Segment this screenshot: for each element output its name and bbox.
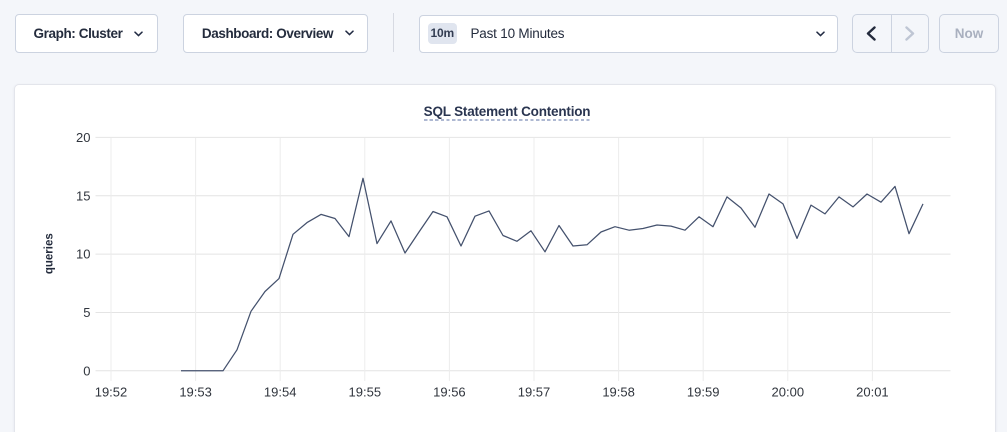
- svg-text:19:59: 19:59: [687, 385, 720, 400]
- svg-text:20:00: 20:00: [772, 385, 805, 400]
- svg-text:0: 0: [83, 363, 90, 378]
- svg-text:19:58: 19:58: [602, 385, 635, 400]
- svg-text:19:55: 19:55: [349, 385, 382, 400]
- svg-text:19:57: 19:57: [518, 385, 551, 400]
- svg-text:5: 5: [83, 305, 90, 320]
- svg-text:19:52: 19:52: [95, 385, 128, 400]
- svg-text:20: 20: [76, 130, 90, 145]
- svg-text:19:54: 19:54: [264, 385, 297, 400]
- svg-text:15: 15: [76, 188, 90, 203]
- svg-text:10: 10: [76, 247, 90, 262]
- svg-text:queries: queries: [43, 233, 55, 274]
- svg-text:20:01: 20:01: [856, 385, 889, 400]
- svg-text:19:56: 19:56: [433, 385, 466, 400]
- svg-text:19:53: 19:53: [179, 385, 212, 400]
